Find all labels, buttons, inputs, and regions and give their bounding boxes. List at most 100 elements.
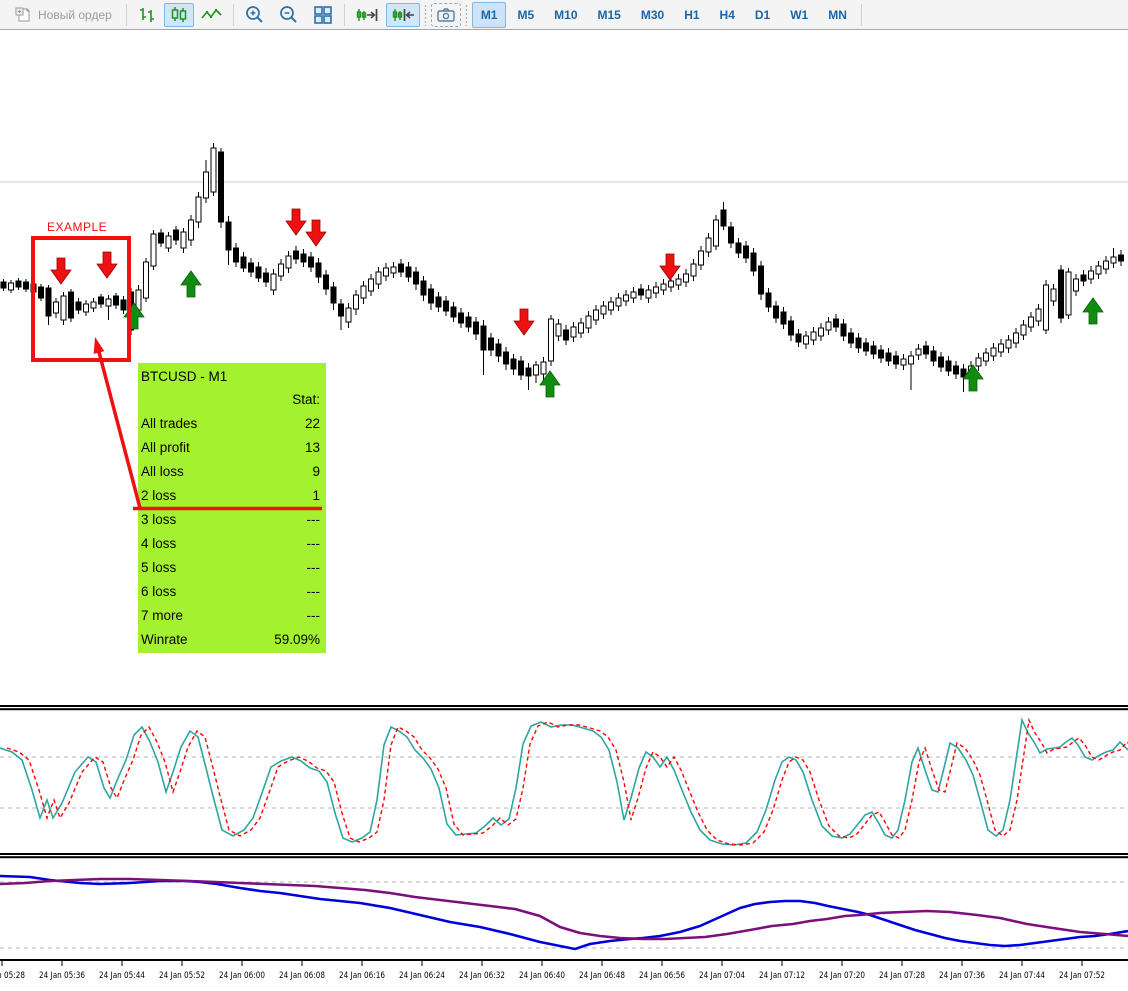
down-arrow-icon xyxy=(285,208,307,236)
timeframe-m5[interactable]: M5 xyxy=(517,7,535,22)
timeframe-m30[interactable]: M30 xyxy=(640,7,665,22)
candle xyxy=(945,356,952,376)
stats-row-label: 2 loss xyxy=(141,488,177,503)
stats-row: Winrate 59.09% xyxy=(141,628,320,652)
candle xyxy=(165,232,172,252)
candle xyxy=(720,202,727,230)
candlestick-chart-button[interactable] xyxy=(163,2,194,27)
candle xyxy=(315,258,322,283)
candle xyxy=(825,317,832,335)
candle xyxy=(855,333,862,353)
candle xyxy=(750,248,757,276)
zoom-in-button[interactable] xyxy=(239,3,271,27)
candle xyxy=(773,301,779,323)
timeframe-m15[interactable]: M15 xyxy=(597,7,621,22)
candle xyxy=(915,344,922,360)
time-label: 24 Jan 06:16 xyxy=(339,971,385,981)
timeframe-m1[interactable]: M1 xyxy=(471,1,507,28)
candle xyxy=(270,269,277,295)
candle xyxy=(998,339,1004,357)
candle xyxy=(585,311,592,333)
pane-separator[interactable] xyxy=(0,708,1128,711)
stats-title: BTCUSD - M1 xyxy=(141,369,228,384)
candle xyxy=(300,249,307,267)
candle xyxy=(578,318,584,338)
camera-button[interactable] xyxy=(430,2,461,27)
stats-row: All profit 13 xyxy=(141,436,320,460)
pane-separator[interactable] xyxy=(0,853,1128,855)
new-order-label: Новый ордер xyxy=(38,7,112,22)
candle xyxy=(405,262,412,282)
candle xyxy=(368,274,374,296)
candle xyxy=(210,143,217,196)
pane-separator[interactable] xyxy=(0,856,1128,859)
up-arrow-icon xyxy=(180,270,202,298)
auto-scroll-button[interactable] xyxy=(350,3,384,27)
stats-row: 7 more --- xyxy=(141,604,320,628)
candle xyxy=(420,276,427,301)
down-arrow-icon xyxy=(96,251,118,279)
stats-row: All loss 9 xyxy=(141,460,320,484)
down-arrow-icon xyxy=(659,253,681,281)
stats-row-value: --- xyxy=(306,512,321,527)
candle xyxy=(1080,270,1087,286)
stats-row: 2 loss 1 xyxy=(141,484,320,508)
candle xyxy=(480,320,487,375)
time-label: 24 Jan 07:04 xyxy=(699,971,745,981)
line-chart-button[interactable] xyxy=(196,3,228,27)
up-arrow-icon xyxy=(1082,297,1104,325)
candle xyxy=(600,301,607,319)
timeframe-h4[interactable]: H4 xyxy=(719,7,735,22)
up-arrow-icon xyxy=(962,364,984,392)
candle xyxy=(638,284,644,300)
bar-chart-button[interactable] xyxy=(132,3,162,27)
candle xyxy=(683,269,689,287)
candle xyxy=(1043,280,1049,334)
stats-row: 5 loss --- xyxy=(141,556,320,580)
new-order-button[interactable]: Новый ордер xyxy=(5,3,121,27)
candle xyxy=(675,274,682,290)
time-label: 24 Jan 05:52 xyxy=(159,971,205,981)
separator xyxy=(860,3,862,26)
candle xyxy=(8,280,14,293)
timeframe-w1[interactable]: W1 xyxy=(790,7,809,22)
candle xyxy=(105,295,112,320)
timeframe-d1[interactable]: D1 xyxy=(754,7,771,22)
time-label: 24 Jan 05:28 xyxy=(0,971,25,981)
zoom-out-button[interactable] xyxy=(273,3,305,27)
timeframe-h1[interactable]: H1 xyxy=(684,7,700,22)
tile-windows-button[interactable] xyxy=(307,3,339,27)
down-arrow-icon xyxy=(513,308,535,336)
candle xyxy=(203,160,209,203)
stats-row-value: 22 xyxy=(304,416,320,431)
candle xyxy=(285,251,292,273)
down-arrow-icon xyxy=(305,219,327,247)
candle xyxy=(293,246,299,264)
candle xyxy=(75,298,82,314)
candle xyxy=(833,314,839,332)
pane-separator[interactable] xyxy=(0,705,1128,707)
candle xyxy=(870,341,877,359)
candle xyxy=(698,246,704,270)
candle xyxy=(0,279,7,291)
timeframe-m10[interactable]: M10 xyxy=(554,7,578,22)
zoom-out-icon xyxy=(277,4,301,26)
candle xyxy=(255,262,262,282)
stats-row-label: 6 loss xyxy=(141,584,177,599)
time-label: 24 Jan 05:36 xyxy=(39,971,85,981)
candle xyxy=(1073,274,1079,296)
candle xyxy=(113,293,119,309)
line-chart-icon xyxy=(200,5,224,25)
candle xyxy=(23,279,29,292)
time-label: 24 Jan 06:32 xyxy=(459,971,505,981)
candle xyxy=(330,282,337,310)
candle xyxy=(1020,320,1027,340)
stochastic-signal-line xyxy=(6,717,1128,846)
stats-row-label: All trades xyxy=(141,416,198,431)
chart-shift-button[interactable] xyxy=(385,2,420,27)
timeframe-mn[interactable]: MN xyxy=(828,7,847,22)
candle xyxy=(893,351,899,369)
candle xyxy=(158,229,164,247)
candle xyxy=(923,341,929,359)
stats-row-label: 5 loss xyxy=(141,560,177,575)
